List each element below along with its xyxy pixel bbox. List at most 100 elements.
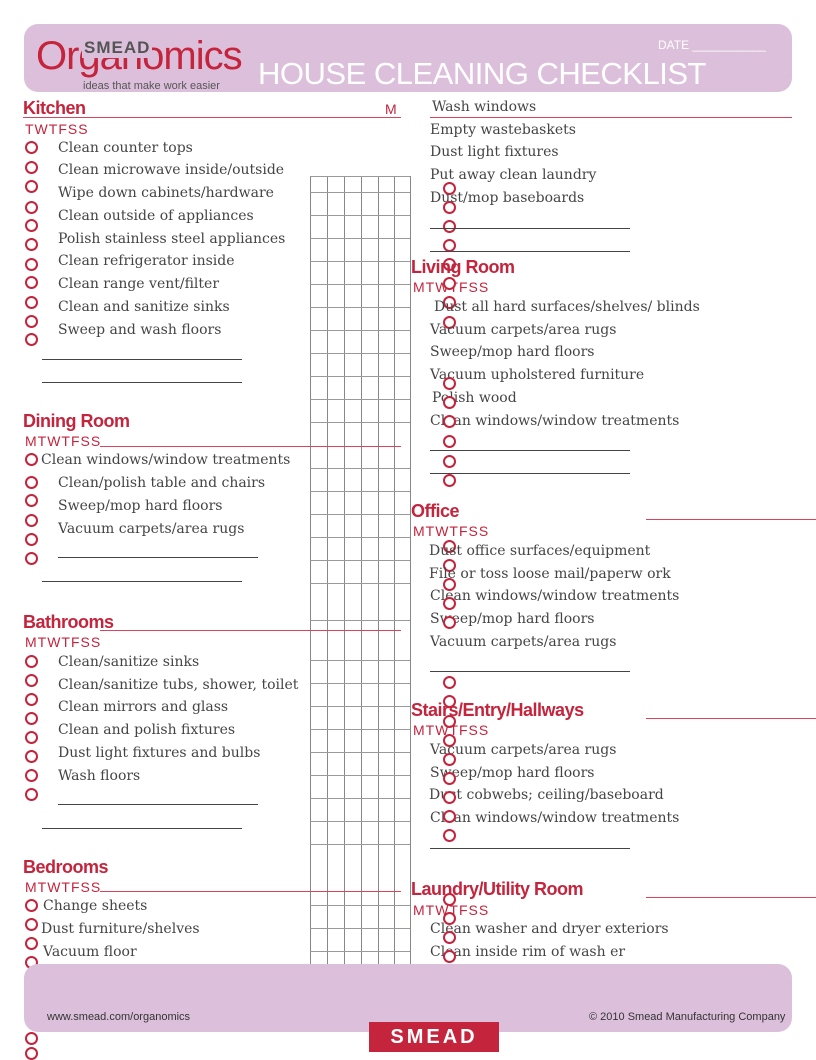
checkbox[interactable] xyxy=(443,540,456,553)
task-item: Dust light fixtures xyxy=(430,144,559,160)
checkbox[interactable] xyxy=(25,333,38,346)
checkbox[interactable] xyxy=(443,715,456,728)
checkbox[interactable] xyxy=(443,415,456,428)
checkbox[interactable] xyxy=(443,182,456,195)
checkbox[interactable] xyxy=(25,201,38,214)
blank-line[interactable] xyxy=(430,228,630,229)
checkbox[interactable] xyxy=(25,655,38,668)
checkbox[interactable] xyxy=(25,494,38,507)
checkbox[interactable] xyxy=(443,435,456,448)
checkbox[interactable] xyxy=(443,597,456,610)
checkbox[interactable] xyxy=(25,161,38,174)
footer-band xyxy=(24,964,792,1032)
checkbox[interactable] xyxy=(443,258,456,271)
blank-line[interactable] xyxy=(430,671,630,672)
weekday-header: MTWTFSS xyxy=(413,722,490,738)
blank-line[interactable] xyxy=(42,581,242,582)
divider xyxy=(100,630,401,631)
task-item: Vacuum carpets/area rugs xyxy=(430,742,617,758)
blank-line[interactable] xyxy=(42,382,242,383)
checkbox[interactable] xyxy=(443,931,456,944)
checkbox[interactable] xyxy=(443,893,456,906)
kitchen-marker: M xyxy=(385,101,398,117)
section-title-bedrooms: Bedrooms xyxy=(23,857,109,877)
task-item: Clean windows/window treatments xyxy=(430,588,680,604)
footer-url[interactable]: www.smead.com/organomics xyxy=(47,1011,191,1023)
checkbox[interactable] xyxy=(25,238,38,251)
checkbox[interactable] xyxy=(443,578,456,591)
section-title-kitchen: Kitchen xyxy=(23,98,86,118)
checkbox[interactable] xyxy=(25,750,38,763)
checkbox[interactable] xyxy=(25,788,38,801)
checkbox[interactable] xyxy=(25,712,38,725)
task-item: Clean/sanitize tubs, shower, toilet xyxy=(58,677,299,693)
checkbox[interactable] xyxy=(443,734,456,747)
checkbox[interactable] xyxy=(25,180,38,193)
task-item: Vacuum carpets/area rugs xyxy=(430,634,617,650)
checkbox[interactable] xyxy=(443,455,456,468)
blank-line[interactable] xyxy=(430,251,630,252)
header-band xyxy=(24,24,792,92)
checkbox[interactable] xyxy=(443,753,456,766)
checkbox[interactable] xyxy=(443,277,456,290)
checkbox[interactable] xyxy=(443,950,456,963)
blank-line[interactable] xyxy=(430,848,630,849)
checkbox[interactable] xyxy=(25,258,38,271)
section-title-laundry: Laundry/Utility Room xyxy=(411,879,584,899)
checkbox[interactable] xyxy=(443,616,456,629)
task-item: Vacuum carpets/area rugs xyxy=(430,322,617,338)
checkbox[interactable] xyxy=(25,514,38,527)
footer-copyright: © 2010 Smead Manufacturing Company xyxy=(589,1011,786,1023)
checkbox[interactable] xyxy=(443,559,456,572)
checkbox[interactable] xyxy=(443,810,456,823)
task-item: Clean washer and dryer exteriors xyxy=(430,921,669,937)
checkbox[interactable] xyxy=(25,674,38,687)
checkbox[interactable] xyxy=(443,772,456,785)
blank-line[interactable] xyxy=(42,359,242,360)
checkbox[interactable] xyxy=(25,141,38,154)
divider xyxy=(430,117,792,118)
checkbox[interactable] xyxy=(443,220,456,233)
page-title: HOUSE CLEANING CHECKLIST xyxy=(258,56,706,91)
brand-tagline: ideas that make work easier xyxy=(83,80,220,92)
checkbox[interactable] xyxy=(443,201,456,214)
checkbox[interactable] xyxy=(25,315,38,328)
divider xyxy=(100,446,401,447)
checkbox[interactable] xyxy=(443,474,456,487)
section-title-bathrooms: Bathrooms xyxy=(23,612,114,632)
checkbox[interactable] xyxy=(443,316,456,329)
checkbox[interactable] xyxy=(25,552,38,565)
checkbox[interactable] xyxy=(443,912,456,925)
checkbox[interactable] xyxy=(443,396,456,409)
checkbox[interactable] xyxy=(25,918,38,931)
task-item: Empty wastebaskets xyxy=(430,122,576,138)
checkbox[interactable] xyxy=(25,937,38,950)
blank-line[interactable] xyxy=(58,557,258,558)
checkbox[interactable] xyxy=(443,296,456,309)
blank-line[interactable] xyxy=(430,473,630,474)
task-item: Clean counter tops xyxy=(58,140,193,156)
task-item: Clean mirrors and glass xyxy=(58,699,229,715)
checkbox[interactable] xyxy=(443,377,456,390)
checkbox[interactable] xyxy=(25,1032,38,1045)
blank-line[interactable] xyxy=(58,804,258,805)
checkbox[interactable] xyxy=(25,476,38,489)
checkbox[interactable] xyxy=(443,791,456,804)
checkbox[interactable] xyxy=(25,276,38,289)
checkbox[interactable] xyxy=(25,533,38,546)
checkbox[interactable] xyxy=(25,731,38,744)
divider xyxy=(646,897,816,898)
checkbox[interactable] xyxy=(25,899,38,912)
blank-line[interactable] xyxy=(430,450,630,451)
checkbox[interactable] xyxy=(25,693,38,706)
blank-line[interactable] xyxy=(42,828,242,829)
checkbox[interactable] xyxy=(25,1047,38,1060)
checkbox[interactable] xyxy=(25,769,38,782)
checkbox[interactable] xyxy=(443,829,456,842)
checkbox[interactable] xyxy=(25,296,38,309)
date-field[interactable]: DATE ___________ xyxy=(658,38,766,52)
checkbox[interactable] xyxy=(25,219,38,232)
checkbox[interactable] xyxy=(443,695,456,708)
checkbox[interactable] xyxy=(443,676,456,689)
checkbox[interactable] xyxy=(25,453,38,466)
